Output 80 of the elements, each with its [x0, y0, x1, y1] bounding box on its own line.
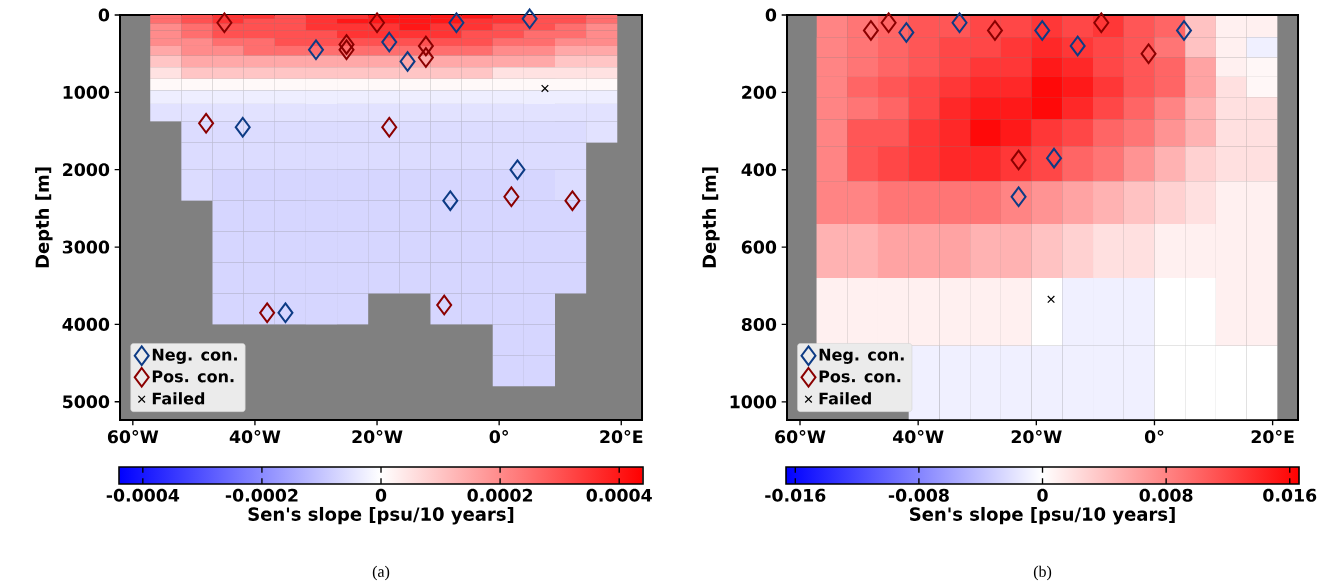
point — [1140, 43, 1157, 65]
point — [1046, 147, 1063, 169]
point — [307, 39, 324, 61]
legend-label: Failed — [152, 392, 205, 405]
point — [1034, 20, 1051, 41]
y-tick-label: 1000 — [63, 85, 110, 99]
point — [259, 302, 276, 324]
text: (a) — [372, 565, 390, 581]
color-bar-label: -0.016 — [765, 488, 826, 502]
legend-label: Neg. con. — [819, 348, 904, 364]
y-tick-label: 0 — [765, 8, 777, 22]
color-bar-title: Sen's slope [psu/10 years] — [910, 506, 1175, 525]
x-tick-label: 60°W — [775, 430, 826, 444]
y-axis-title: Depth [m] — [35, 167, 53, 268]
point — [381, 31, 398, 53]
x-tick-label: 0° — [489, 430, 508, 444]
x-tick-label: 20°E — [1251, 430, 1294, 444]
point — [880, 12, 897, 34]
text: (b) — [1033, 565, 1052, 581]
color-bar-label: 0 — [375, 488, 387, 502]
color-bar-label: 0.0002 — [467, 488, 533, 502]
point — [338, 39, 355, 61]
y-axis-title: Depth [m] — [702, 167, 720, 268]
point — [986, 20, 1003, 41]
point — [417, 35, 434, 57]
color-bar-title: Sen's slope [psu/10 years] — [248, 506, 514, 525]
point — [951, 12, 968, 34]
x-tick-label: 20°W — [1011, 430, 1062, 444]
point — [1176, 20, 1192, 41]
point — [399, 51, 416, 72]
y-tick-label: 1000 — [730, 395, 777, 409]
x-tick-label: 40°W — [892, 430, 944, 444]
point — [381, 116, 398, 138]
point — [1010, 186, 1027, 208]
point — [1047, 295, 1055, 304]
point — [898, 22, 915, 43]
color-bar-label: 0 — [1037, 488, 1048, 502]
x-tick-label: 0° — [1144, 430, 1164, 444]
color-bar-label: -0.0002 — [225, 488, 298, 502]
x-tick-label: 20°W — [352, 430, 403, 444]
point — [1093, 12, 1110, 34]
y-tick-label: 800 — [741, 317, 777, 332]
legend-label: Pos. con. — [152, 370, 234, 383]
point — [277, 302, 294, 324]
y-tick-label: 0 — [98, 8, 110, 22]
point — [198, 112, 215, 134]
color-bar-label: -0.0004 — [106, 488, 180, 502]
point — [564, 190, 581, 211]
point — [448, 12, 465, 34]
point — [521, 8, 538, 30]
y-tick-label: 3000 — [62, 240, 110, 254]
legend-label: Failed — [819, 392, 871, 405]
y-tick-label: 200 — [742, 85, 777, 99]
y-tick-label: 5000 — [63, 395, 110, 409]
color-bar-label: 0.0004 — [586, 488, 652, 502]
point — [436, 294, 453, 316]
y-tick-label: 4000 — [62, 317, 110, 331]
color-bar-label: -0.008 — [888, 488, 949, 502]
point — [338, 34, 355, 55]
point — [509, 159, 526, 181]
point — [503, 186, 520, 208]
x-tick-label: 20°E — [600, 430, 643, 444]
x-tick-label: 40°W — [229, 430, 281, 444]
color-bar-label: 0.016 — [1263, 488, 1317, 502]
point — [442, 190, 459, 211]
point — [216, 12, 233, 34]
color-bar-label: 0.008 — [1139, 488, 1193, 502]
point — [234, 116, 251, 138]
point — [1010, 149, 1027, 171]
legend-label: Pos. con. — [819, 370, 901, 383]
point — [369, 12, 386, 34]
y-tick-label: 600 — [741, 240, 777, 254]
point — [862, 20, 879, 41]
point — [541, 84, 549, 93]
y-tick-label: 400 — [741, 163, 777, 177]
x-tick-label: 60°W — [107, 430, 159, 444]
legend-label: Neg. con. — [152, 348, 237, 364]
point — [1069, 35, 1086, 57]
y-tick-label: 2000 — [63, 163, 110, 177]
point — [417, 47, 434, 68]
